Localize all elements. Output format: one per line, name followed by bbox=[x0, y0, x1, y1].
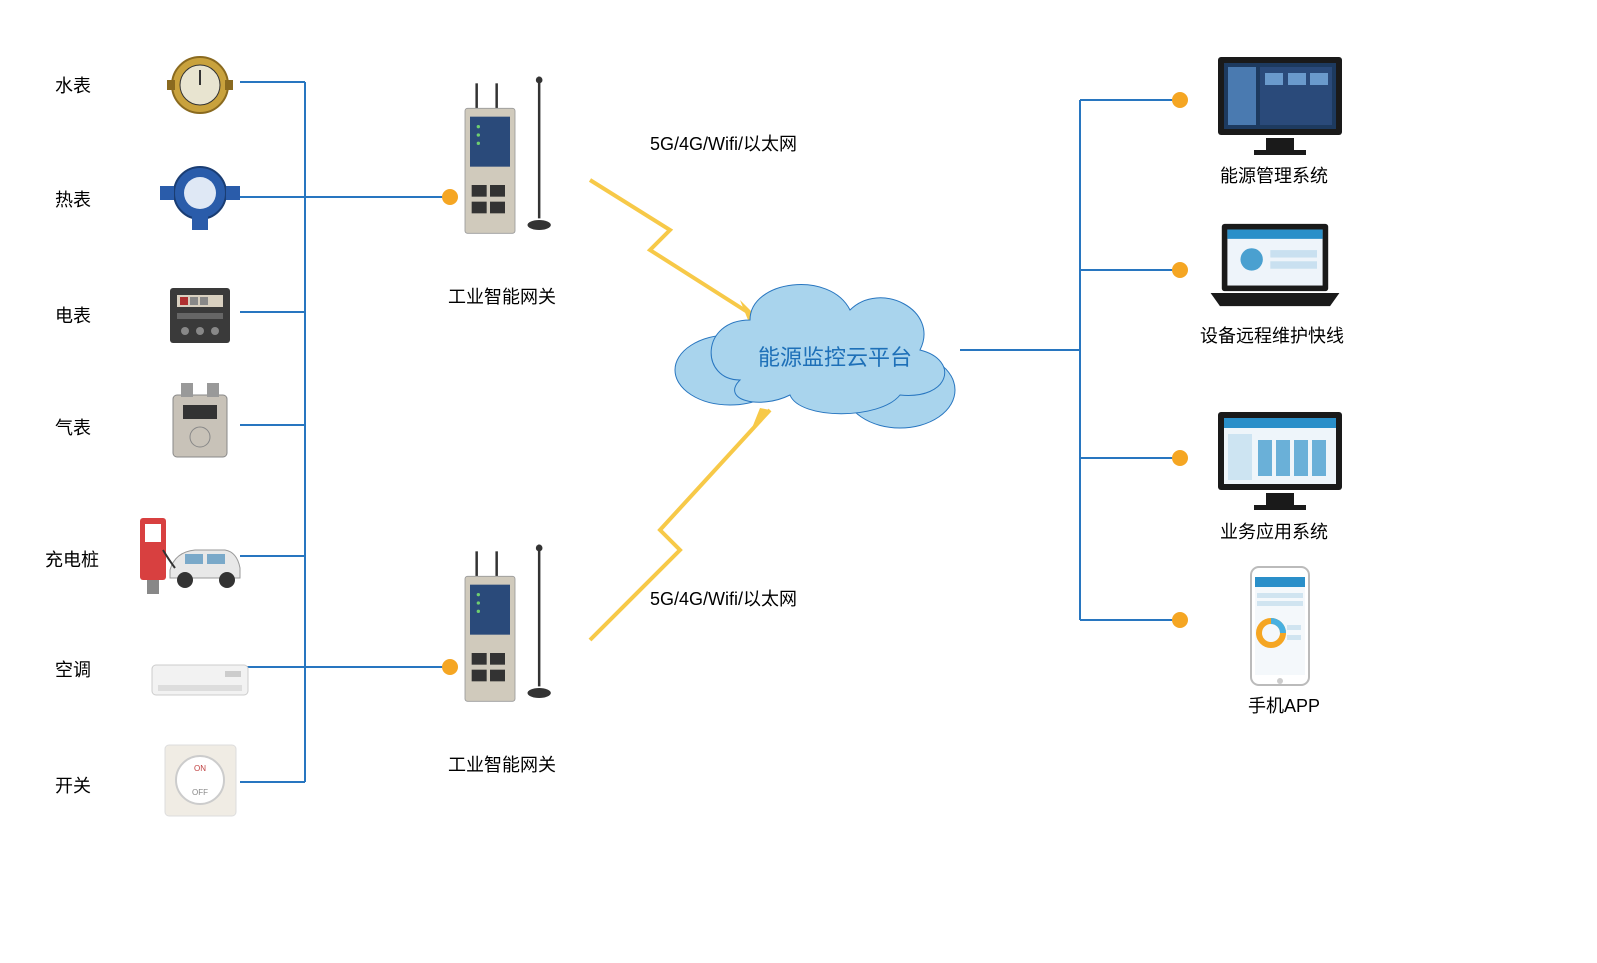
air-conditioner-icon bbox=[150, 648, 250, 718]
gateway-2-label: 工业智能网关 bbox=[448, 751, 556, 777]
phone-app-icon bbox=[1245, 562, 1315, 692]
svg-text:ON: ON bbox=[194, 764, 206, 773]
svg-text:OFF: OFF bbox=[192, 788, 208, 797]
dot-app4 bbox=[1172, 612, 1188, 628]
remote-label: 设备远程维护快线 bbox=[1200, 322, 1344, 348]
switch-icon: ON OFF bbox=[160, 745, 240, 815]
remote-laptop-icon bbox=[1205, 215, 1345, 315]
gateway-1-icon bbox=[460, 80, 560, 260]
dot-app1 bbox=[1172, 92, 1188, 108]
connector-lines bbox=[0, 0, 1597, 963]
label-elec: 电表 bbox=[55, 302, 91, 328]
electric-meter-icon bbox=[160, 280, 240, 350]
ems-label: 能源管理系统 bbox=[1220, 162, 1328, 188]
cloud-label: 能源监控云平台 bbox=[758, 340, 912, 372]
heat-meter-icon bbox=[160, 160, 240, 230]
label-water: 水表 bbox=[55, 72, 91, 98]
dot-app3 bbox=[1172, 450, 1188, 466]
dot-app2 bbox=[1172, 262, 1188, 278]
label-gas: 气表 bbox=[55, 414, 91, 440]
gateway-2-icon bbox=[460, 548, 560, 728]
link-1-label: 5G/4G/Wifi/以太网 bbox=[650, 130, 797, 156]
water-meter-icon bbox=[160, 50, 240, 120]
gateway-1-label: 工业智能网关 bbox=[448, 283, 556, 309]
label-ac: 空调 bbox=[55, 656, 91, 682]
biz-label: 业务应用系统 bbox=[1220, 518, 1328, 544]
biz-monitor-icon bbox=[1210, 410, 1350, 510]
label-charge: 充电桩 bbox=[45, 546, 99, 572]
label-switch: 开关 bbox=[55, 772, 91, 798]
phone-app-label: 手机APP bbox=[1248, 692, 1320, 718]
gas-meter-icon bbox=[160, 388, 240, 458]
dot-gw1 bbox=[442, 189, 458, 205]
ems-monitor-icon bbox=[1210, 55, 1350, 155]
dot-gw2 bbox=[442, 659, 458, 675]
label-heat: 热表 bbox=[55, 186, 91, 212]
link-2-label: 5G/4G/Wifi/以太网 bbox=[650, 585, 797, 611]
charging-station-icon bbox=[135, 510, 245, 600]
